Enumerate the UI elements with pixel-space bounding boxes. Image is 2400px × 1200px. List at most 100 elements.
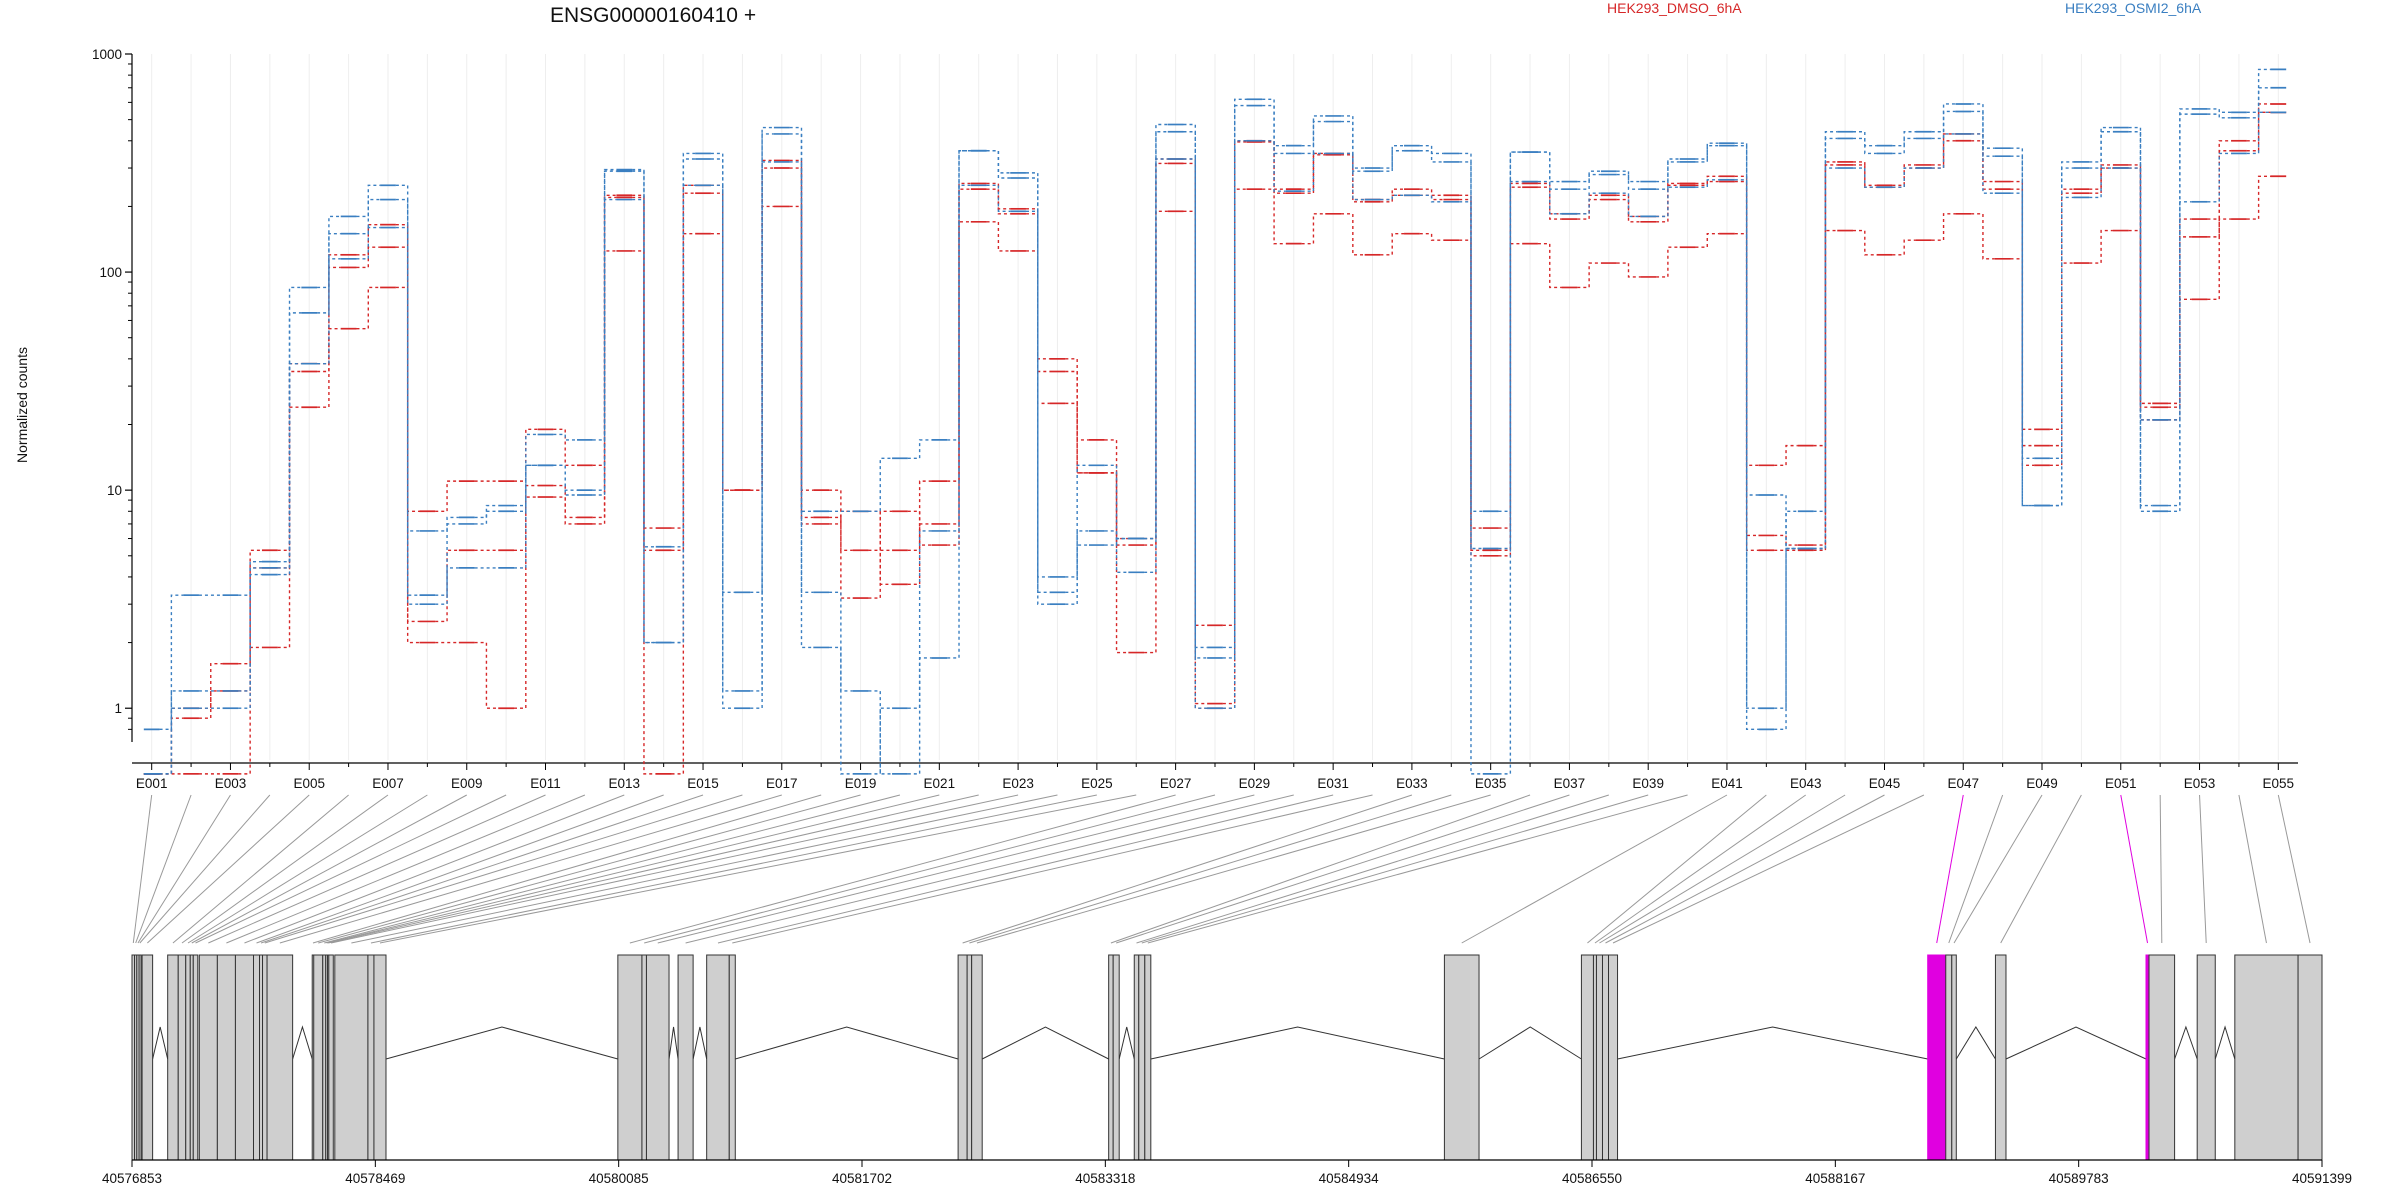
transition-E041 [1734,144,1759,731]
transition-E029 [1262,188,1286,245]
connector-E012 [226,794,586,944]
transition-E034 [1459,194,1483,551]
transition-E040 [1695,142,1720,160]
x-tick-label: E047 [1947,776,1979,791]
connector-E021 [326,794,940,944]
transition-E036 [1537,180,1562,215]
connector-E034 [969,794,1452,944]
connector-E051 [2120,794,2148,944]
connector-E008 [187,794,428,944]
connector-E006 [172,794,349,944]
exon-E052 [2148,954,2176,1161]
transition-E046 [1931,213,1956,241]
transition-E022 [986,221,1011,252]
transition-E040 [1695,179,1720,188]
transition-E007 [395,226,420,605]
transition-E017 [789,161,814,649]
exon-E042 [1580,954,1594,1161]
transition-E054 [2246,111,2271,152]
connector-E055 [2277,794,2311,944]
transition-E047 [1971,213,1995,260]
exon-E045 [1601,954,1610,1161]
transition-E019 [868,707,893,775]
x-tick-label: E011 [530,776,561,791]
transition-E025 [1104,530,1129,574]
connector-E025 [370,794,1097,944]
exon-E014 [252,954,261,1161]
expression-series [143,68,2287,775]
y-tick-label: 1000 [92,47,122,62]
intron [2214,1025,2236,1060]
transition-E036 [1537,186,1562,220]
exon-E013 [234,954,254,1161]
transition-E038 [1616,262,1641,278]
transition-E003 [238,573,262,709]
connector-E003 [137,794,231,944]
intron [292,1025,313,1060]
transition-E016 [750,205,774,491]
connector-E011 [208,794,546,944]
connector-E027 [629,794,1176,944]
grid-lines [151,54,2279,760]
transition-E054 [2246,87,2271,119]
transition-E053 [2207,113,2232,119]
coord-label: 40584934 [1319,1171,1380,1186]
transition-E041 [1734,179,1759,496]
transition-E020 [907,480,932,551]
transition-E053 [2207,108,2232,114]
transition-E044 [1852,229,1877,256]
x-tick-label: E039 [1632,776,1664,791]
transition-E047 [1971,103,1995,149]
transition-E012 [592,170,617,491]
transition-E009 [474,641,499,709]
transition-E014 [671,184,696,548]
transition-E053 [2207,152,2232,203]
x-tick-label: E017 [766,776,798,791]
exon-E054 [2234,954,2299,1161]
y-axis-label: Normalized counts [14,347,30,463]
transition-E050 [2089,167,2113,194]
exon-E036 [1108,954,1114,1161]
transition-E050 [2089,229,2113,264]
connector-E049 [1953,794,2043,944]
exon-E008 [185,954,191,1161]
transition-E037 [1577,173,1601,190]
transition-E027 [1183,123,1208,649]
transition-E023 [1025,208,1050,373]
connector-E050 [2000,794,2082,944]
transition-E030 [1301,115,1326,147]
transition-E043 [1813,131,1838,512]
exon-E011 [198,954,218,1161]
transition-E010 [514,464,538,569]
transition-E052 [2168,218,2192,408]
transition-E024 [1065,464,1089,605]
transition-E006 [356,286,381,330]
x-tick-label: E051 [2105,776,2137,791]
connector-E035 [976,794,1491,944]
transition-E039 [1656,182,1680,218]
x-tick-label: E025 [1081,776,1113,791]
x-tick-label: E015 [687,776,719,791]
x-tick-label: E043 [1790,776,1822,791]
transition-E049 [2049,196,2074,507]
exon-E048 [1945,954,1953,1161]
connector-E052 [2159,794,2163,944]
exon-E031 [706,954,730,1161]
transition-E028 [1222,98,1247,649]
transition-E006 [356,184,381,218]
x-tick-label: E009 [451,776,483,791]
transition-E040 [1695,175,1720,185]
exon-E004 [138,954,142,1161]
transition-E030 [1301,154,1326,194]
x-tick-label: E021 [924,776,956,791]
exon-E024 [334,954,369,1161]
intron [1617,1026,1928,1060]
transition-E037 [1577,192,1601,215]
transition-E050 [2089,126,2113,163]
exon-E006 [167,954,179,1161]
intron [152,1026,169,1060]
coord-label: 40586550 [1562,1171,1622,1186]
exon-E037 [1112,954,1120,1161]
transition-E005 [317,327,341,408]
transition-E017 [789,159,814,519]
